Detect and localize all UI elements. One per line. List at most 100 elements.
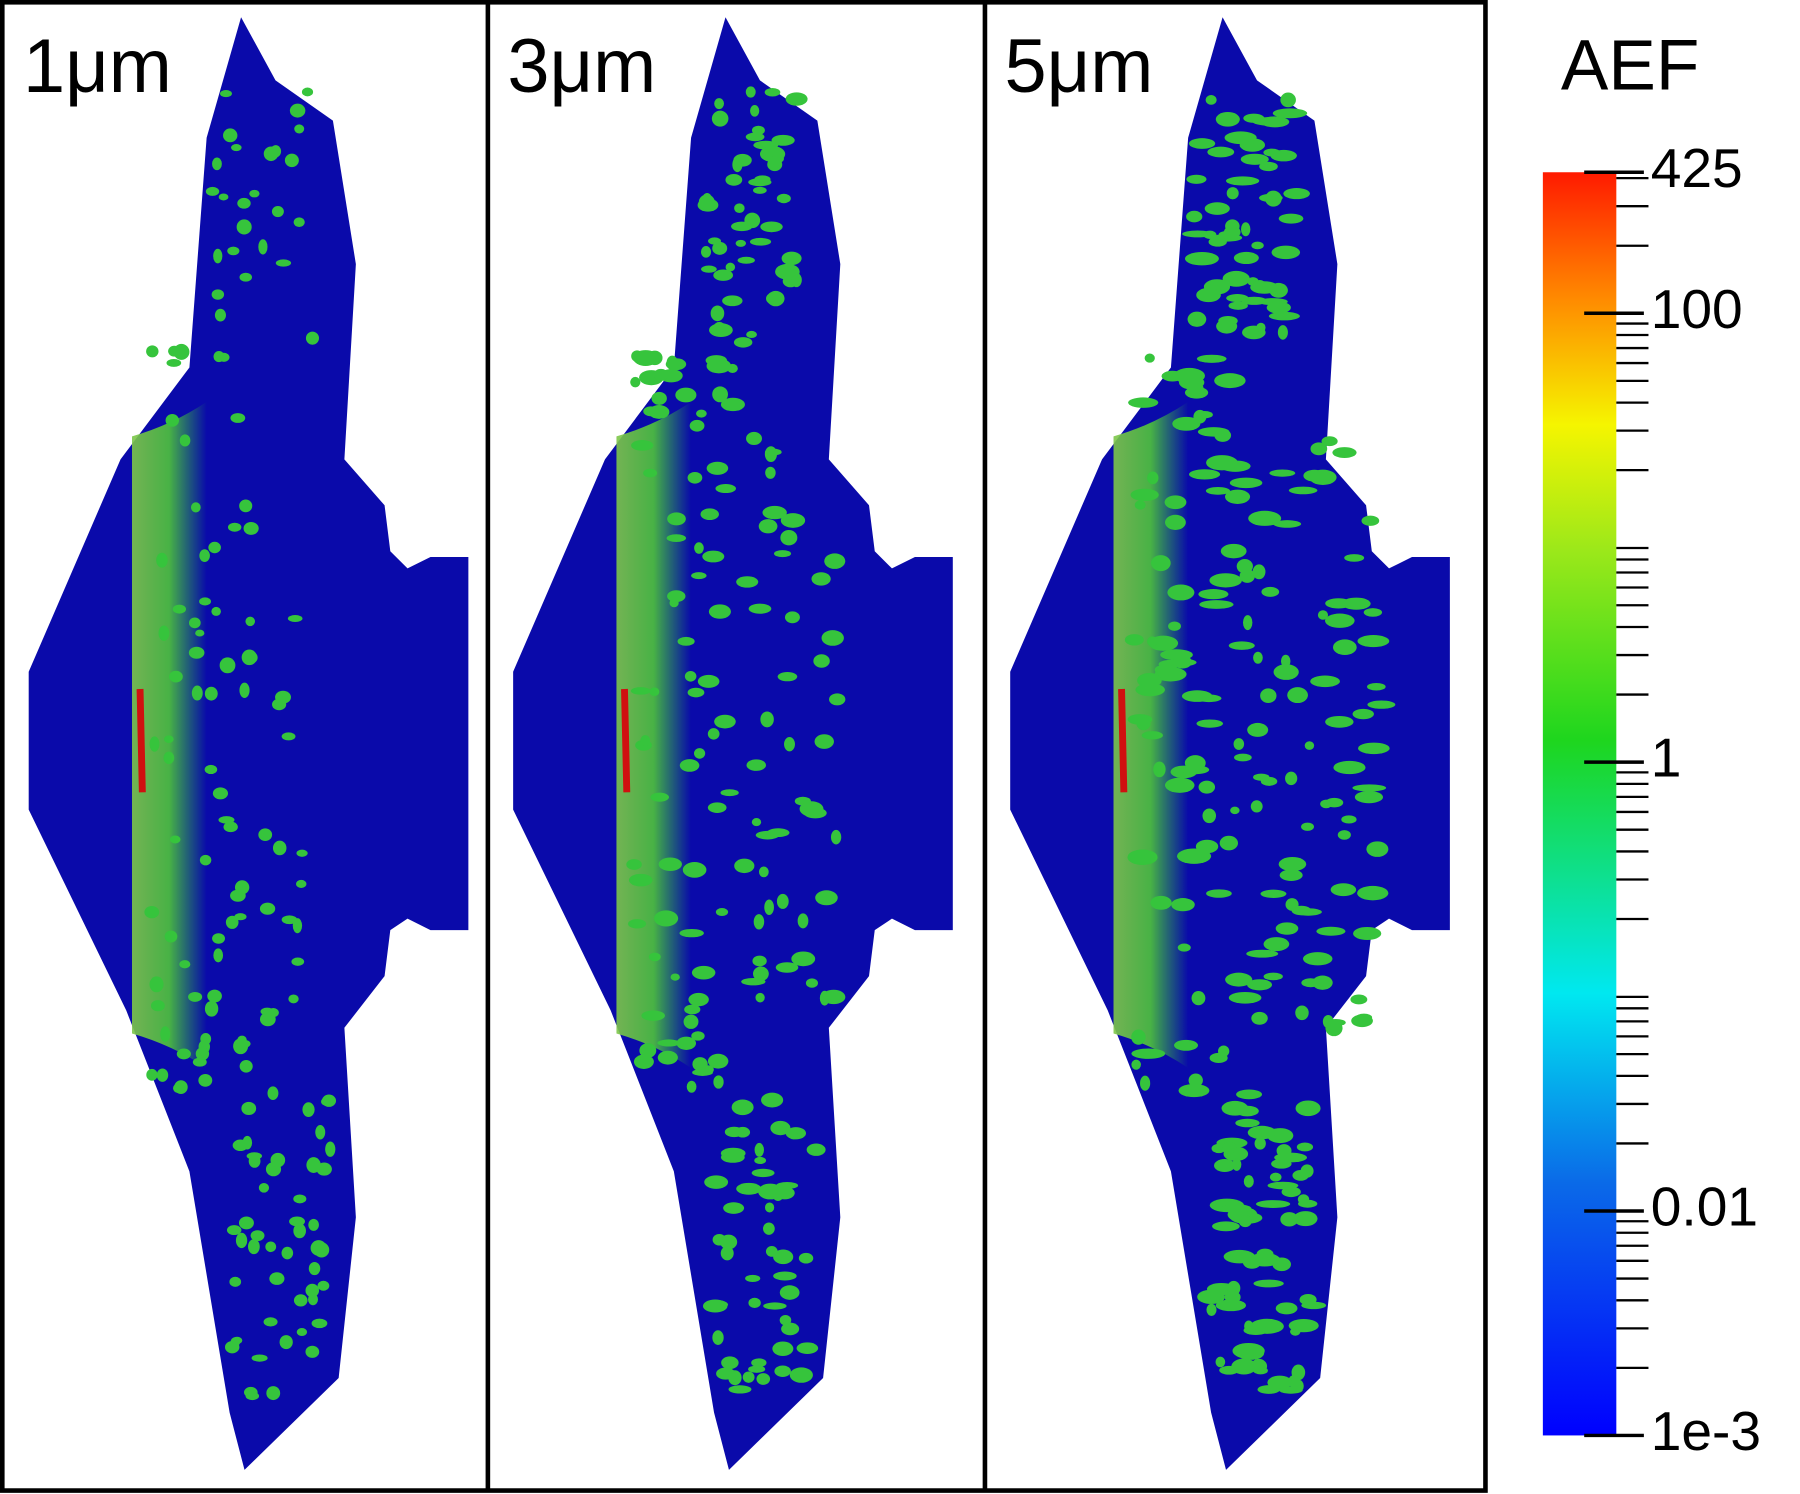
damage-spot bbox=[1304, 741, 1315, 750]
damage-spot bbox=[1242, 615, 1253, 631]
damage-spot bbox=[1223, 225, 1241, 239]
damage-spot bbox=[1295, 1005, 1309, 1021]
damage-spot bbox=[288, 994, 299, 1004]
damage-spot bbox=[737, 256, 755, 264]
damage-spot bbox=[788, 1131, 799, 1140]
damage-spot bbox=[311, 1318, 328, 1329]
damage-spot bbox=[1222, 1142, 1237, 1154]
damage-spot bbox=[781, 251, 802, 266]
damage-spot bbox=[1341, 597, 1371, 610]
damage-spot bbox=[1310, 675, 1340, 688]
damage-spot bbox=[714, 98, 725, 110]
damage-spot bbox=[1251, 241, 1264, 250]
damage-spot bbox=[1358, 742, 1390, 755]
damage-spot bbox=[1247, 1125, 1277, 1140]
damage-spot bbox=[657, 1050, 678, 1065]
damage-spot bbox=[748, 1297, 761, 1308]
damage-spot bbox=[158, 625, 170, 641]
damage-spot bbox=[711, 110, 729, 127]
damage-spot bbox=[752, 955, 767, 967]
damage-spot bbox=[1266, 301, 1291, 314]
damage-spot bbox=[211, 606, 221, 616]
damage-spot bbox=[1367, 700, 1396, 709]
damage-spot bbox=[1238, 1215, 1252, 1228]
damage-spot bbox=[1131, 1059, 1141, 1070]
damage-spot bbox=[212, 157, 222, 171]
damage-spot bbox=[308, 1218, 319, 1231]
damage-spot bbox=[830, 829, 842, 845]
damage-spot bbox=[293, 1194, 307, 1204]
damage-spot bbox=[214, 308, 226, 322]
damage-spot bbox=[1205, 95, 1217, 105]
damage-spot bbox=[648, 952, 661, 962]
damage-spot bbox=[289, 1216, 305, 1227]
damage-spot bbox=[1273, 520, 1302, 528]
damage-spot bbox=[275, 690, 291, 704]
damage-spot bbox=[1312, 975, 1333, 990]
damage-spot bbox=[753, 914, 765, 930]
damage-spot bbox=[204, 1000, 219, 1017]
damage-spot bbox=[1131, 1029, 1146, 1045]
panel: 3μm bbox=[507, 17, 953, 1470]
damage-spot bbox=[677, 636, 695, 646]
damage-spot bbox=[244, 1386, 258, 1398]
damage-spot bbox=[1187, 382, 1204, 395]
damage-spot bbox=[1188, 138, 1216, 149]
damage-spot bbox=[1280, 1212, 1299, 1227]
damage-spot bbox=[1294, 908, 1322, 916]
damage-spot bbox=[1252, 117, 1287, 126]
damage-spot bbox=[774, 550, 792, 558]
damage-spot bbox=[1285, 898, 1299, 911]
specimen bbox=[28, 17, 469, 1470]
damage-spot bbox=[199, 549, 210, 562]
damage-spot bbox=[1301, 822, 1315, 831]
panel: 5μm bbox=[1004, 17, 1450, 1470]
damage-spot bbox=[1147, 636, 1158, 647]
damage-spot bbox=[791, 951, 816, 967]
damage-spot bbox=[1337, 830, 1351, 840]
damage-spot bbox=[200, 1033, 212, 1045]
damage-spot bbox=[301, 87, 314, 97]
damage-spot bbox=[748, 603, 772, 614]
panel-label: 1μm bbox=[23, 24, 172, 109]
damage-spot bbox=[1206, 1303, 1217, 1316]
damage-spot bbox=[1275, 1302, 1298, 1315]
damage-spot bbox=[1295, 1100, 1321, 1117]
damage-spot bbox=[1130, 488, 1159, 502]
damage-spot bbox=[784, 736, 795, 752]
damage-spot bbox=[628, 873, 653, 887]
damage-spot bbox=[776, 893, 789, 909]
damage-spot bbox=[1215, 1356, 1226, 1368]
damage-spot bbox=[667, 590, 686, 603]
damage-spot bbox=[229, 1276, 242, 1287]
damage-spot bbox=[263, 1317, 278, 1327]
damage-spot bbox=[1198, 780, 1216, 794]
damage-spot bbox=[1215, 111, 1240, 127]
damage-spot bbox=[1165, 514, 1186, 530]
damage-spot bbox=[218, 816, 235, 824]
damage-spot bbox=[639, 1043, 657, 1058]
damage-spot bbox=[689, 419, 705, 432]
damage-spot bbox=[317, 1280, 330, 1291]
damage-spot bbox=[149, 736, 160, 752]
damage-spot bbox=[725, 174, 743, 186]
damage-spot bbox=[709, 323, 733, 337]
damage-spot bbox=[1178, 1083, 1210, 1098]
damage-spot bbox=[764, 1202, 775, 1213]
damage-spot bbox=[293, 1294, 308, 1307]
damage-spot bbox=[735, 1126, 751, 1138]
damage-spot bbox=[321, 1094, 337, 1107]
damage-spot bbox=[1352, 708, 1374, 720]
damage-spot bbox=[246, 1152, 263, 1160]
damage-spot bbox=[281, 1246, 294, 1260]
damage-spot bbox=[150, 1000, 165, 1012]
damage-spot bbox=[207, 989, 222, 1003]
damage-spot bbox=[1357, 635, 1390, 648]
damage-spot bbox=[811, 572, 831, 586]
damage-spot bbox=[748, 178, 772, 187]
damage-spot bbox=[746, 431, 762, 446]
damage-spot bbox=[670, 973, 680, 981]
damage-spot bbox=[305, 1283, 320, 1298]
colorbar bbox=[1542, 172, 1617, 1436]
damage-spot bbox=[773, 1249, 794, 1265]
